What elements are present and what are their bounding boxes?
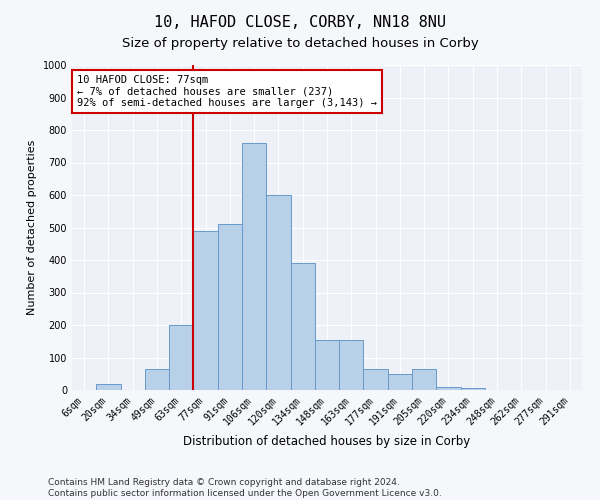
Bar	[388, 374, 412, 390]
Bar	[436, 387, 461, 390]
Text: 10 HAFOD CLOSE: 77sqm
← 7% of detached houses are smaller (237)
92% of semi-deta: 10 HAFOD CLOSE: 77sqm ← 7% of detached h…	[77, 74, 377, 108]
Bar	[145, 369, 169, 390]
Bar	[339, 340, 364, 390]
Bar	[193, 231, 218, 390]
Bar	[169, 325, 193, 390]
Text: Contains HM Land Registry data © Crown copyright and database right 2024.
Contai: Contains HM Land Registry data © Crown c…	[48, 478, 442, 498]
Y-axis label: Number of detached properties: Number of detached properties	[27, 140, 37, 315]
Bar	[96, 384, 121, 390]
Bar	[290, 263, 315, 390]
X-axis label: Distribution of detached houses by size in Corby: Distribution of detached houses by size …	[184, 435, 470, 448]
Bar	[412, 369, 436, 390]
Bar	[242, 143, 266, 390]
Bar	[364, 369, 388, 390]
Bar	[218, 224, 242, 390]
Text: 10, HAFOD CLOSE, CORBY, NN18 8NU: 10, HAFOD CLOSE, CORBY, NN18 8NU	[154, 15, 446, 30]
Bar	[266, 195, 290, 390]
Bar	[315, 340, 339, 390]
Text: Size of property relative to detached houses in Corby: Size of property relative to detached ho…	[122, 38, 478, 51]
Bar	[461, 388, 485, 390]
